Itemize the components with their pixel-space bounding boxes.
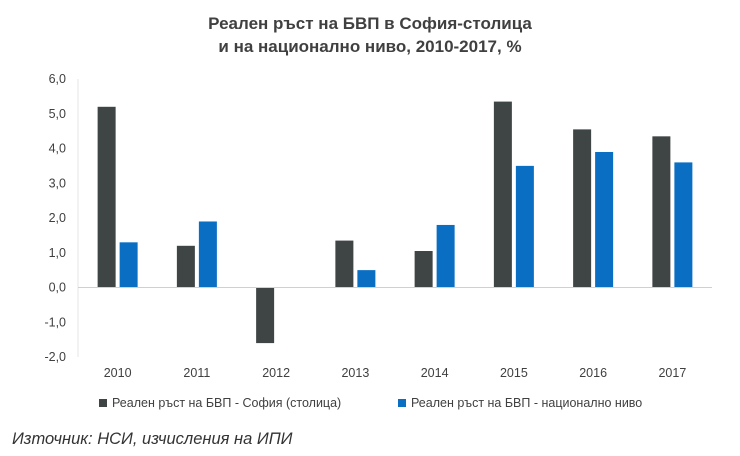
x-tick-label: 2015 (500, 366, 528, 380)
bar-sofia (176, 245, 195, 288)
bar-sofia (335, 240, 354, 288)
legend-label-national: Реален ръст на БВП - национално ниво (411, 396, 643, 410)
x-tick-label: 2017 (658, 366, 686, 380)
x-tick-label: 2014 (421, 366, 449, 380)
bar-national (357, 270, 376, 288)
y-tick-label: 1,0 (49, 246, 66, 260)
bar-sofia (256, 287, 275, 344)
source-note: Източник: НСИ, изчисления на ИПИ (12, 430, 293, 448)
bar-national (515, 165, 534, 288)
x-tick-label: 2012 (262, 366, 290, 380)
legend-item-sofia: Реален ръст на БВП - София (столица) (99, 396, 341, 410)
y-tick-label: 2,0 (49, 211, 66, 225)
legend-label-sofia: Реален ръст на БВП - София (столица) (112, 396, 342, 410)
y-tick-label: 0,0 (49, 281, 66, 295)
bar-national (198, 221, 217, 288)
bar-sofia (573, 129, 592, 288)
bar-sofia (97, 106, 116, 288)
bar-chart: -2,0 -1,0 0,0 1,0 2,0 3,0 4,0 5,0 6,0 2010 2011 201… (44, 72, 712, 380)
legend-item-national: Реален ръст на БВП - национално ниво (398, 396, 642, 410)
bar-national (119, 242, 138, 288)
legend-swatch-national (398, 399, 406, 407)
bar-national (674, 162, 693, 288)
y-tick-label: 3,0 (49, 176, 66, 190)
chart-title-line-2: и на национално ниво, 2010-2017, % (218, 37, 522, 56)
bar-sofia (414, 251, 433, 288)
bar-sofia (652, 136, 671, 288)
y-tick-label: -2,0 (44, 350, 66, 364)
x-tick-label: 2010 (104, 366, 132, 380)
y-tick-label: 4,0 (49, 142, 66, 156)
bar-sofia (493, 101, 512, 288)
y-tick-label: 6,0 (49, 72, 66, 86)
x-tick-label: 2016 (579, 366, 607, 380)
bar-national (436, 224, 455, 288)
chart-title-line-1: Реален ръст на БВП в София-столица (208, 14, 532, 33)
x-tick-label: 2011 (183, 366, 210, 380)
y-tick-label: 5,0 (49, 107, 66, 121)
chart-legend: Реален ръст на БВП - София (столица) Реа… (0, 392, 740, 414)
x-tick-label: 2013 (341, 366, 369, 380)
legend-swatch-sofia (99, 399, 107, 407)
y-tick-label: -1,0 (44, 315, 66, 329)
bar-national (595, 151, 614, 288)
